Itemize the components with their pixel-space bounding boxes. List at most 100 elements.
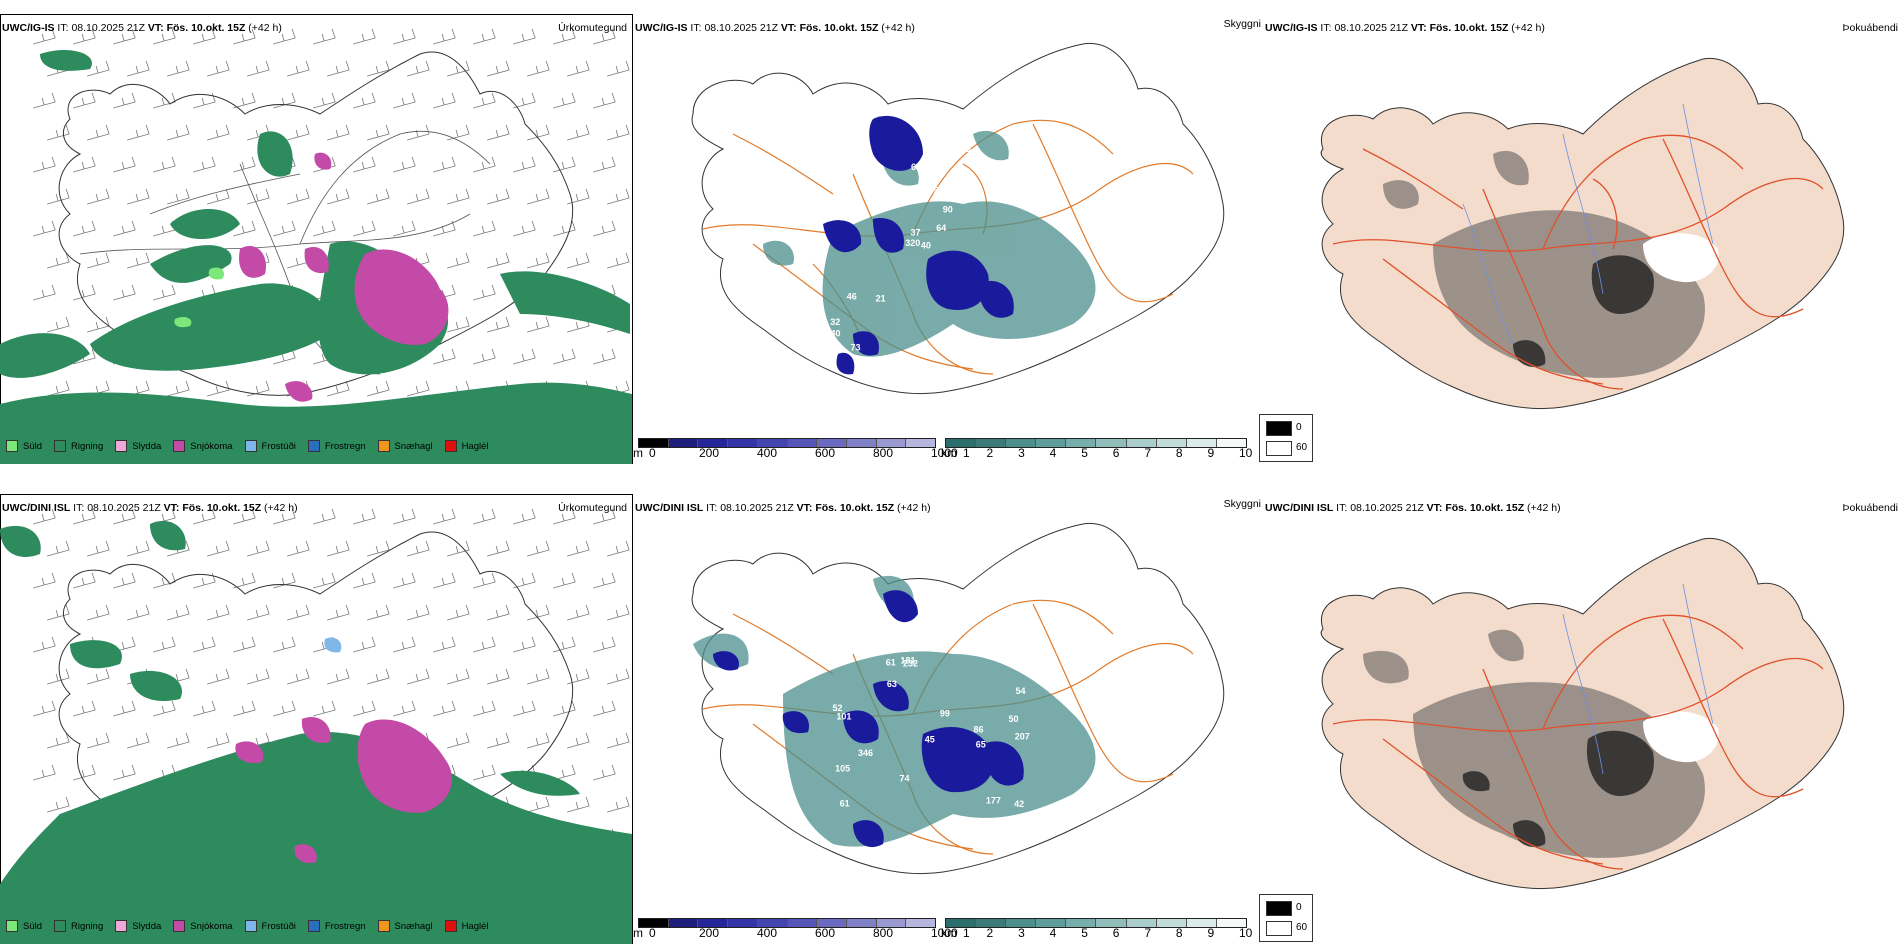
legend-item: Frostúði — [244, 920, 296, 932]
wind-barb — [47, 124, 70, 141]
wind-barb — [87, 60, 110, 77]
wind-barb — [433, 508, 456, 525]
legend-item: Frostregn — [307, 440, 366, 452]
wind-barb — [593, 28, 616, 45]
wind-barb — [527, 60, 550, 77]
legend-label: Snæhagl — [394, 920, 433, 932]
fog-legend-label-high: 0 — [1296, 422, 1302, 433]
wind-barb — [527, 732, 550, 749]
legend-label: Rigning — [71, 920, 104, 932]
visibility-low — [823, 115, 1014, 375]
wind-barb — [593, 508, 616, 525]
legend-swatch — [54, 920, 67, 932]
wind-barb — [473, 348, 496, 365]
wind-barb — [527, 188, 550, 205]
wind-barb — [447, 60, 470, 77]
wind-barb — [433, 572, 456, 589]
scale-tick-label: 8 — [1175, 926, 1183, 940]
wind-barb — [47, 252, 70, 269]
wind-barb — [567, 124, 590, 141]
wind-barb — [33, 156, 56, 173]
wind-barb — [487, 732, 510, 749]
wind-barb — [73, 220, 96, 237]
wind-barb — [193, 636, 216, 653]
wind-barb — [47, 316, 70, 333]
wind-barb — [487, 252, 510, 269]
value-label: 86 — [974, 724, 984, 734]
value-label: 32 — [830, 317, 840, 327]
wind-barb — [47, 540, 70, 557]
value-label: 18 — [1023, 151, 1033, 161]
legend-label: Frostúði — [261, 440, 296, 452]
wind-barb — [527, 124, 550, 141]
visibility-scale-km-unit: km — [941, 446, 957, 460]
scale-tick-label: 2 — [986, 446, 994, 460]
legend-swatch — [307, 440, 320, 452]
wind-barb — [127, 188, 150, 205]
wind-barb — [527, 540, 550, 557]
scale-tick-label: 8 — [1175, 446, 1183, 460]
legend-swatch — [377, 920, 390, 932]
value-label: 21 — [876, 294, 886, 304]
wind-barb — [47, 732, 70, 749]
wind-barb — [47, 380, 70, 397]
wind-barb — [593, 156, 616, 173]
wind-barb — [447, 252, 470, 269]
wind-barb — [553, 508, 576, 525]
wind-barb — [33, 284, 56, 301]
wind-barb — [153, 284, 176, 301]
value-label: 47 — [946, 820, 956, 830]
visibility-map-bottom: 86 50 61 133 232 177 105 72 61 47 109 52 161 42 74 54 45… — [691, 523, 1225, 875]
fog-legend-swatch-low — [1266, 441, 1292, 456]
wind-barb — [407, 380, 430, 397]
value-label: 45 — [961, 144, 971, 154]
wind-barb — [327, 668, 350, 685]
wind-barb — [87, 604, 110, 621]
wind-barb — [513, 28, 536, 45]
legend-label: Snjókoma — [190, 440, 233, 452]
legend-item: Haglél — [444, 920, 489, 932]
visibility-low — [713, 590, 1024, 848]
value-label: 72 — [967, 601, 977, 611]
wind-barb — [113, 220, 136, 237]
wind-barb — [313, 572, 336, 589]
scale-tick-label: 200 — [699, 926, 720, 940]
wind-barb — [73, 28, 96, 45]
wind-barb — [433, 636, 456, 653]
scale-tick-label: 7 — [1144, 926, 1152, 940]
wind-barb — [207, 124, 230, 141]
scale-tick-label: 0 — [649, 926, 656, 940]
legend-swatch — [173, 920, 186, 932]
wind-barb — [207, 732, 230, 749]
wind-barb — [87, 668, 110, 685]
wind-barb — [313, 220, 336, 237]
legend-swatch — [377, 440, 390, 452]
legend-label: Snjókoma — [190, 920, 233, 932]
legend-item: Snæhagl — [377, 440, 433, 452]
wind-barb — [607, 252, 630, 269]
wind-barb — [127, 252, 150, 269]
scale-tick-label: 6 — [1112, 446, 1120, 460]
legend-item: Haglél — [444, 440, 489, 452]
wind-barb — [367, 124, 390, 141]
value-label: 40 — [831, 328, 841, 338]
panel-title-precip-type-bottom: Úrkomutegund — [558, 502, 627, 514]
legend-label: Slydda — [132, 440, 162, 452]
legend-swatch — [444, 440, 457, 452]
wind-barb — [327, 124, 350, 141]
value-label: 65 — [911, 162, 921, 172]
wind-barb — [473, 508, 496, 525]
value-label: 61 — [840, 799, 850, 809]
wind-barb — [513, 348, 536, 365]
wind-barb — [113, 572, 136, 589]
value-label: 61 — [886, 657, 896, 667]
value-label: 99 — [940, 709, 950, 719]
legend-swatch — [115, 920, 128, 932]
wind-barb — [607, 60, 630, 77]
wind-barb — [447, 316, 470, 333]
fog-shading — [1383, 150, 1705, 378]
value-label: 109 — [832, 621, 847, 631]
wind-barb — [113, 764, 136, 781]
value-label: 507 — [840, 213, 855, 223]
scale-tick-label: 3 — [1018, 446, 1025, 460]
